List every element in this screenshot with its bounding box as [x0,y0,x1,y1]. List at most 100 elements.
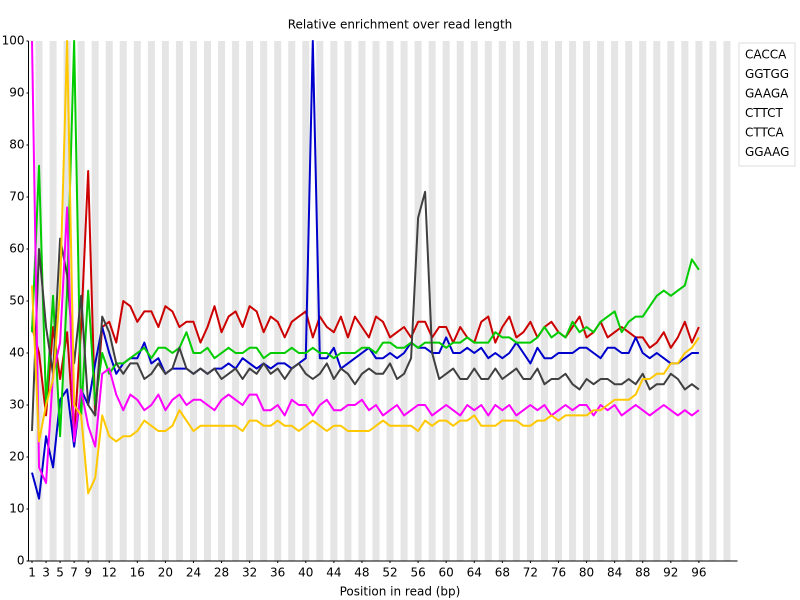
x-tick-label: 40 [298,566,313,580]
stripe [288,41,296,561]
x-tick-label: 48 [354,566,369,580]
x-tick-label: 56 [410,566,425,580]
x-tick-label: 60 [439,566,454,580]
stripe [428,41,436,561]
stripe [358,41,366,561]
stripe [498,41,506,561]
stripe [653,41,661,561]
stripe [91,41,99,561]
legend-entry: GGAAG [745,145,789,159]
y-tick-label: 30 [9,398,24,412]
x-tick-label: 84 [607,566,622,580]
y-tick-label: 90 [9,86,24,100]
stripe [639,41,647,561]
y-tick-label: 80 [9,138,24,152]
stripe [554,41,563,561]
stripe [386,41,394,561]
y-tick-label: 40 [9,346,24,360]
x-tick-label: 5 [56,566,64,580]
y-tick-label: 100 [2,34,25,48]
series-line [31,40,699,500]
stripe [681,41,689,561]
x-tick-label: 36 [270,566,285,580]
stripe [260,41,268,561]
stripe [105,41,113,561]
x-tick-label: 12 [102,566,117,580]
legend-entry: CTTCT [745,106,784,120]
stripe [232,41,240,561]
stripe [274,41,282,561]
plot-area [31,40,700,500]
stripe [344,41,352,561]
legend-entry: GGTGG [745,67,789,81]
x-tick-label: 88 [635,566,650,580]
stripe [583,41,591,561]
stripe [709,41,717,561]
legend-entry: CTTCA [745,126,785,140]
stripe [133,41,141,561]
y-tick-label: 50 [9,294,24,308]
stripe [316,41,324,561]
legend-entry: GAAGA [745,87,789,101]
stripe [512,41,520,561]
x-tick-label: 9 [84,566,92,580]
series-line [31,170,700,438]
stripe [414,41,422,561]
stripe [35,41,43,561]
x-tick-label: 28 [214,566,229,580]
y-tick-label: 10 [9,502,24,516]
stripe [175,41,183,561]
x-tick-label: 52 [382,566,397,580]
y-tick-label: 60 [9,242,24,256]
stripe [246,41,254,561]
stripe [400,41,408,561]
x-tick-label: 32 [242,566,257,580]
y-tick-label: 70 [9,190,24,204]
series-line [31,40,700,495]
chart-title: Relative enrichment over read length [288,18,513,32]
stripe [540,41,548,561]
stripe [569,41,577,561]
x-tick-label: 68 [495,566,510,580]
x-tick-label: 64 [467,566,482,580]
x-tick-label: 24 [186,566,201,580]
series-line [31,190,700,432]
x-tick-label: 92 [663,566,678,580]
x-tick-label: 1 [28,566,36,580]
stripe [484,41,492,561]
y-tick-label: 0 [17,554,25,568]
stripe [526,41,534,561]
stripe [372,41,380,561]
y-tick-label: 20 [9,450,24,464]
stripe [695,41,703,561]
stripe [611,41,619,561]
stripe [302,41,310,561]
x-axis-label: Position in read (bp) [340,585,461,599]
stripe [442,41,450,561]
stripe [218,41,226,561]
x-tick-label: 44 [326,566,341,580]
stripe [330,41,338,561]
stripe [456,41,464,561]
x-tick-label: 3 [42,566,50,580]
stripe [723,41,731,561]
x-tick-label: 80 [579,566,594,580]
legend-box [738,42,796,167]
stripe [203,41,212,561]
stripe [189,41,197,561]
x-tick-label: 7 [70,566,78,580]
stripe [597,41,605,561]
stripe [667,41,675,561]
x-tick-label: 72 [523,566,538,580]
stripe [147,41,155,561]
stripe [470,41,478,561]
series-line [31,40,700,438]
legend-entry: CACCA [745,48,787,62]
stripe [161,41,169,561]
x-tick-label: 76 [551,566,566,580]
x-tick-label: 96 [691,566,706,580]
stripe [625,41,633,561]
